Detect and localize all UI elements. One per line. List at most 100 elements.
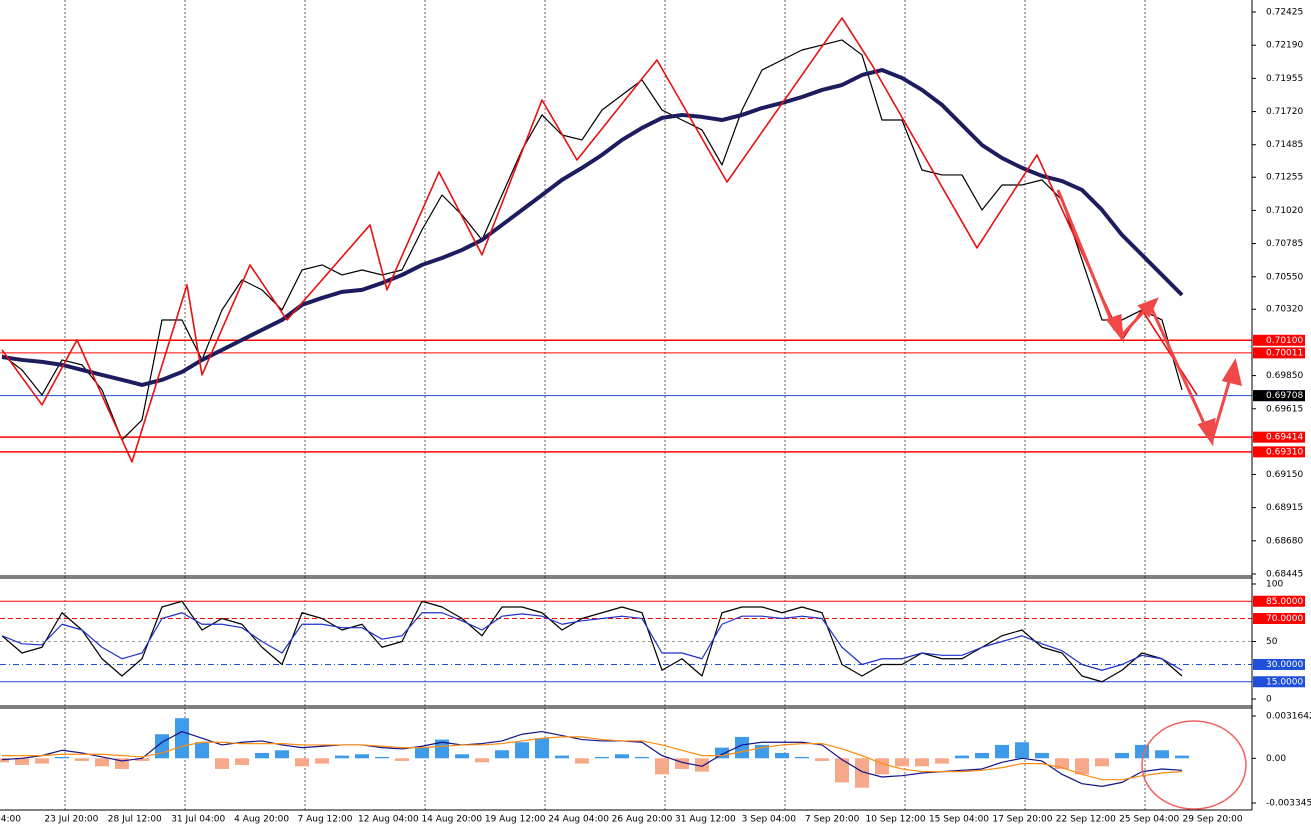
x-tick-label: 26 Aug 20:00 <box>612 815 673 825</box>
y-tick-label: 0.70550 <box>1266 272 1303 282</box>
histogram-bar <box>415 747 429 759</box>
level-label: 0.70011 <box>1266 348 1303 358</box>
highlight-circle <box>1141 720 1247 810</box>
x-tick-label: 3 Sep 04:00 <box>742 815 797 825</box>
y-tick-label: 0.69615 <box>1266 404 1303 414</box>
histogram-bar <box>135 758 149 761</box>
histogram-bar <box>795 756 809 759</box>
series-line <box>1 612 1183 671</box>
histogram-bar <box>235 758 249 765</box>
histogram-bar <box>1015 742 1029 759</box>
histogram-bar <box>455 754 469 759</box>
histogram-bar <box>495 750 509 759</box>
histogram-bar <box>475 758 489 763</box>
y-tick-label: 0.00 <box>1266 754 1286 764</box>
level-label-box <box>1253 659 1305 670</box>
y-tick-label: 0.70785 <box>1266 239 1303 249</box>
x-tick-label: 22 Sep 12:00 <box>1056 815 1116 825</box>
y-tick-label: 100 <box>1266 580 1283 590</box>
histogram-bar <box>955 755 969 759</box>
histogram-bar <box>555 755 569 759</box>
histogram-bar <box>375 756 389 759</box>
x-tick-label: 04:00 <box>0 815 21 825</box>
histogram-bar <box>895 758 909 767</box>
histogram-bar <box>615 754 629 759</box>
y-tick-label: 0.69850 <box>1266 371 1303 381</box>
histogram-bar <box>55 756 69 759</box>
y-tick-label: 0.68445 <box>1266 570 1303 580</box>
x-tick-label: 28 Jul 12:00 <box>108 815 162 825</box>
level-label: 0.69414 <box>1266 433 1303 443</box>
level-label-box <box>1253 613 1305 624</box>
y-tick-label: 0.71955 <box>1266 74 1303 84</box>
histogram-bar <box>35 758 49 764</box>
histogram-bar <box>115 758 129 769</box>
current-price-label: 0.69708 <box>1266 391 1303 401</box>
plot <box>0 17 1198 788</box>
level-label-box <box>1253 347 1305 359</box>
x-tick-label: 10 Sep 12:00 <box>866 815 926 825</box>
y-tick-label: -0.003345 <box>1266 799 1311 809</box>
histogram-bar <box>815 758 829 761</box>
level-label: 0.70100 <box>1266 336 1303 346</box>
forecast-arrows <box>1056 189 1243 447</box>
level-label: 0.69310 <box>1266 447 1303 457</box>
histogram-bar <box>275 750 289 759</box>
x-tick-label: 12 Aug 04:00 <box>358 815 419 825</box>
x-tick-label: 15 Sep 04:00 <box>929 815 989 825</box>
histogram-bar <box>355 754 369 759</box>
y-tick-label: 0.71720 <box>1266 107 1303 117</box>
series-line <box>1 600 1183 683</box>
level-label: 85.0000 <box>1266 597 1303 607</box>
level-label: 70.0000 <box>1266 614 1303 624</box>
x-tick-label: 24 Aug 04:00 <box>548 815 609 825</box>
x-tick-label: 7 Aug 12:00 <box>298 815 353 825</box>
histogram-bar <box>195 742 209 759</box>
histogram-bar <box>535 738 549 759</box>
histogram-bar <box>1155 750 1169 759</box>
histogram-bar <box>935 758 949 764</box>
histogram-bar <box>735 736 749 759</box>
histogram-bar <box>1095 758 1109 767</box>
histogram-bar <box>995 744 1009 759</box>
y-tick-label: 0 <box>1266 695 1272 705</box>
y-tick-label: 0.72190 <box>1266 41 1303 51</box>
series-line <box>1 17 1198 463</box>
histogram-bar <box>635 756 649 759</box>
y-tick-label: 0.69150 <box>1266 470 1303 480</box>
x-tick-label: 4 Aug 20:00 <box>234 815 289 825</box>
histogram-bar <box>315 758 329 764</box>
x-tick-label: 31 Aug 12:00 <box>675 815 736 825</box>
y-tick-label: 0.68680 <box>1266 536 1303 546</box>
y-tick-label: 0.68915 <box>1266 503 1303 513</box>
x-tick-label: 29 Sep 20:00 <box>1183 815 1243 825</box>
histogram-bar <box>515 742 529 759</box>
histogram-bar <box>15 758 29 765</box>
x-tick-label: 17 Sep 20:00 <box>992 815 1052 825</box>
grid <box>0 0 1256 810</box>
histogram-bar <box>975 752 989 759</box>
level-label-box <box>1253 334 1305 346</box>
y-tick-label: 0.71485 <box>1266 140 1303 150</box>
series-line <box>2 736 1183 781</box>
histogram-bar <box>695 758 709 772</box>
histogram-bar <box>875 758 889 775</box>
histogram-bar <box>775 752 789 759</box>
histogram-bar <box>295 758 309 767</box>
y-tick-label: 0.71255 <box>1266 173 1303 183</box>
x-tick-label: 19 Aug 12:00 <box>485 815 546 825</box>
y-tick-label: 0.71020 <box>1266 206 1303 216</box>
histogram-bar <box>255 752 269 759</box>
histogram-bar <box>1175 755 1189 759</box>
x-tick-label: 25 Sep 04:00 <box>1119 815 1179 825</box>
histogram-bar <box>0 758 9 763</box>
x-tick-label: 7 Sep 20:00 <box>805 815 860 825</box>
x-tick-label: 14 Aug 20:00 <box>421 815 482 825</box>
series-line <box>1 730 1183 787</box>
histogram-bar <box>915 758 929 767</box>
histogram-bar <box>175 718 189 759</box>
y-tick-label: 0.70320 <box>1266 305 1303 315</box>
histogram-bar <box>675 758 689 769</box>
